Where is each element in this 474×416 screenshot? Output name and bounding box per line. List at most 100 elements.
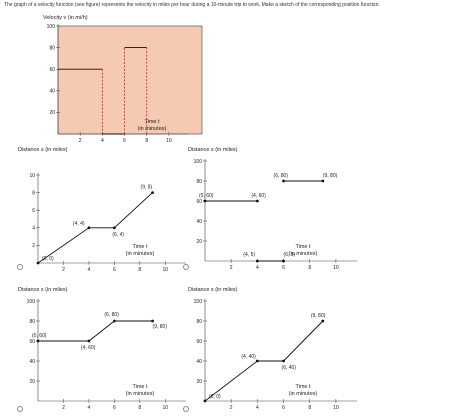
y-tick-label: 60 — [49, 67, 55, 73]
y-axis-label: Distance s (in miles) — [18, 287, 68, 293]
x-axis-unit-label: (in minutes) — [126, 251, 155, 257]
y-tick-label: 80 — [196, 319, 202, 325]
x-tick-label: 6 — [123, 138, 126, 144]
y-tick-label: 10 — [29, 173, 35, 179]
data-point — [203, 399, 207, 403]
plot-area — [57, 25, 203, 135]
x-tick-label: 4 — [256, 265, 259, 271]
x-tick-label: 10 — [166, 138, 172, 144]
x-axis-unit-label: (in minutes) — [289, 391, 318, 397]
data-point — [203, 199, 207, 203]
data-point — [151, 191, 154, 194]
x-tick-label: 8 — [145, 138, 148, 144]
option-c-radio[interactable] — [17, 406, 23, 412]
x-tick-label: 2 — [230, 265, 233, 271]
data-point — [255, 359, 259, 363]
y-tick-label: 20 — [29, 379, 35, 385]
x-axis-unit-label: (in minutes) — [126, 391, 155, 397]
x-tick-label: 6 — [282, 265, 285, 271]
option-a-radio[interactable] — [17, 264, 23, 270]
point-label: (6, 40) — [282, 365, 297, 371]
x-tick-label: 4 — [256, 405, 259, 411]
point-label: (6, 5) — [284, 252, 296, 258]
data-point — [36, 261, 40, 265]
point-label: (6, 80) — [274, 173, 289, 179]
x-tick-label: 10 — [333, 265, 339, 271]
data-point — [36, 339, 40, 343]
y-tick-label: 100 — [194, 159, 203, 165]
point-label: (0, 0) — [209, 394, 221, 400]
y-tick-label: 40 — [196, 219, 202, 225]
data-point — [321, 179, 325, 183]
option-c-chart: Distance s (in miles) 20 40 60 80 100 2 4 6 8 10 Ti… — [18, 287, 186, 411]
y-tick-label: 8 — [32, 190, 35, 196]
x-tick-label: 10 — [162, 267, 168, 273]
y-tick-label: 40 — [196, 359, 202, 365]
y-tick-label: 60 — [196, 199, 202, 205]
y-tick-label: 20 — [196, 379, 202, 385]
x-tick-label: 4 — [88, 267, 91, 273]
x-tick-label: 4 — [101, 138, 104, 144]
point-label: (9, 8) — [141, 185, 153, 191]
point-label: (9, 80) — [323, 173, 338, 179]
x-tick-label: 2 — [230, 405, 233, 411]
y-tick-label: 100 — [194, 299, 203, 305]
option-d-chart: Distance s (in miles) 20 40 60 80 100 2 4 6 8 10 Ti… — [188, 287, 357, 411]
y-tick-label: 80 — [196, 179, 202, 185]
x-axis-unit-label: (in minutes) — [289, 251, 318, 257]
point-label: (4, 4) — [73, 221, 85, 227]
y-tick-label: 60 — [196, 339, 202, 345]
data-point — [255, 199, 259, 203]
y-tick-label: 20 — [196, 239, 202, 245]
data-point — [282, 259, 285, 263]
option-b-radio[interactable] — [183, 264, 189, 270]
x-tick-label: 2 — [79, 138, 82, 144]
y-tick-label: 60 — [29, 339, 35, 345]
data-point — [87, 339, 91, 343]
x-axis-unit-label: (in minutes) — [138, 126, 167, 132]
data-point — [282, 179, 285, 183]
option-d-radio[interactable] — [183, 406, 189, 412]
data-point — [87, 226, 91, 230]
x-axis-label: Time t — [144, 119, 160, 125]
position-line — [38, 320, 153, 342]
x-tick-label: 6 — [282, 405, 285, 411]
y-tick-label: 20 — [49, 110, 55, 116]
point-label: (6, 4) — [112, 232, 124, 238]
x-tick-label: 8 — [138, 267, 141, 273]
point-label: (0, 60) — [32, 333, 47, 339]
x-axis-label: Time t — [295, 244, 311, 250]
y-tick-label: 80 — [49, 45, 55, 51]
position-line — [204, 320, 324, 402]
data-point — [255, 259, 259, 263]
y-axis-label: Distance s (in miles) — [188, 287, 238, 293]
x-tick-label: 10 — [162, 405, 168, 411]
point-label: (4, 40) — [241, 354, 256, 360]
x-tick-label: 6 — [113, 267, 116, 273]
x-axis-label: Time t — [132, 384, 148, 390]
x-tick-label: 2 — [62, 405, 65, 411]
x-tick-label: 8 — [308, 405, 311, 411]
position-line — [37, 192, 153, 264]
y-tick-label: 100 — [47, 24, 56, 30]
x-tick-label: 8 — [308, 265, 311, 271]
data-point — [282, 359, 285, 363]
data-point — [112, 319, 116, 323]
x-tick-label: 2 — [62, 267, 65, 273]
y-tick-label: 100 — [27, 299, 36, 305]
data-point — [112, 226, 116, 230]
x-tick-label: 6 — [113, 405, 116, 411]
x-axis-label: Time t — [295, 384, 311, 390]
point-label: (4, 60) — [251, 193, 266, 199]
y-tick-label: 40 — [49, 89, 55, 95]
y-tick-label: 40 — [29, 359, 35, 365]
y-tick-label: 4 — [32, 226, 35, 232]
x-tick-label: 10 — [333, 405, 339, 411]
point-label: (0, 0) — [42, 256, 54, 262]
x-axis-label: Time t — [132, 244, 148, 250]
y-tick-label: 80 — [29, 319, 35, 325]
y-axis-label: Distance s (in miles) — [18, 147, 68, 153]
data-point — [151, 319, 154, 323]
velocity-chart: Velocity v (in mi/h) 20 40 60 80 100 2 4 6 8 10 Tim… — [43, 15, 203, 144]
y-tick-label: 2 — [32, 243, 35, 249]
